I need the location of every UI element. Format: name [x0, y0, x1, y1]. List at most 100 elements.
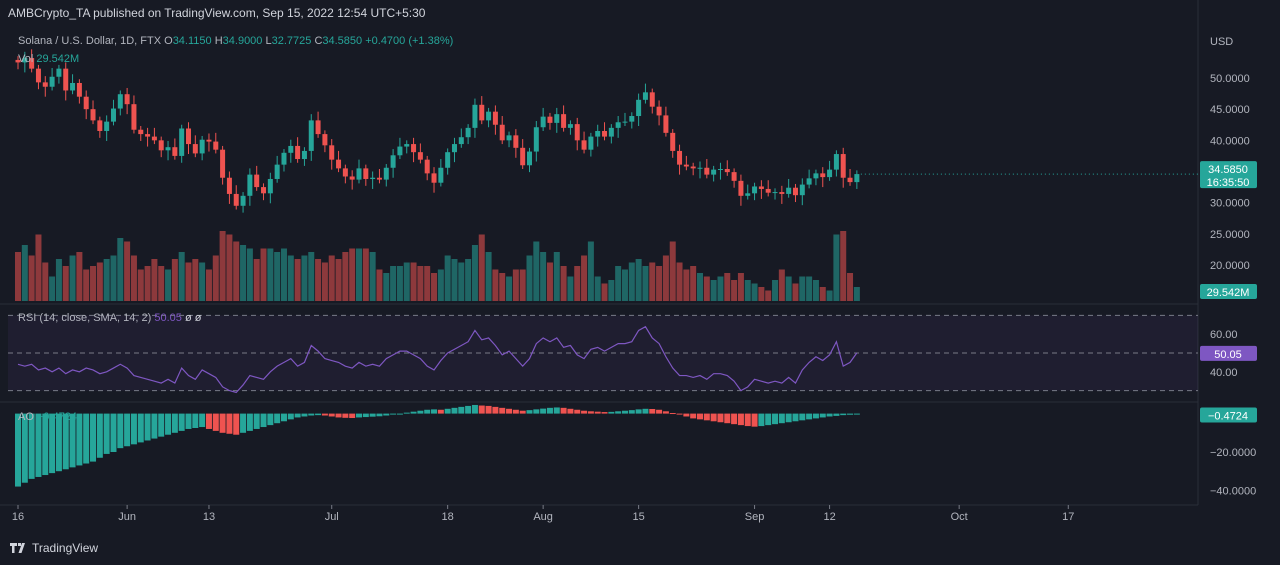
volume-bar [465, 259, 472, 301]
candle-body [267, 178, 273, 194]
ao-bar [137, 413, 144, 443]
ao-bar [240, 413, 247, 433]
candle [479, 96, 485, 125]
candle-body [792, 187, 798, 196]
candle [833, 150, 839, 177]
volume-bar [594, 276, 601, 301]
currency-label: USD [1210, 36, 1233, 48]
volume-legend: Vol 29.542M [18, 53, 79, 65]
volume-bar [546, 262, 553, 301]
volume-bar [737, 273, 744, 301]
candle [506, 131, 512, 148]
ao-badge-box [1200, 407, 1257, 423]
ao-bar [35, 413, 42, 477]
ao-bar [42, 413, 49, 476]
ao-bar [656, 409, 663, 414]
candle [663, 106, 669, 137]
candle [356, 159, 362, 184]
ao-bar [90, 413, 97, 462]
candle-body [151, 136, 157, 141]
low-value: 32.7725 [271, 35, 312, 47]
candle-body [847, 177, 853, 183]
candle [22, 51, 28, 73]
candle [533, 121, 539, 162]
ao-bar [21, 413, 28, 483]
ao-bar [853, 413, 860, 415]
volume-bar [192, 259, 199, 301]
rsi-badge-text: 50.05 [1214, 349, 1242, 361]
x-tick-label: 15 [632, 511, 644, 523]
candle-body [124, 94, 130, 105]
candle [315, 111, 321, 138]
volume-bar [458, 262, 465, 301]
price-tick: 25.0000 [1210, 229, 1250, 241]
candle-body [104, 121, 110, 131]
candle [792, 183, 798, 203]
ao-bar [512, 409, 519, 414]
ao-bar [55, 413, 62, 472]
tradingview-footer[interactable]: TradingView [10, 541, 98, 555]
volume-bar [301, 255, 308, 301]
volume-bar [137, 269, 144, 301]
ao-bar [233, 413, 240, 435]
ao-bar [812, 413, 819, 419]
ao-bar [581, 410, 588, 414]
ao-bar [792, 413, 799, 422]
price-badge-text: 16:35:50 [1207, 177, 1250, 189]
candle [281, 149, 287, 172]
candle [799, 178, 805, 206]
ao-bar [383, 413, 390, 416]
candle [513, 129, 519, 158]
ao-bar [621, 410, 628, 414]
rsi-label[interactable]: RSI (14, close, SMA, 14, 2) [18, 312, 152, 324]
volume-bar [772, 280, 779, 301]
ao-bar [642, 408, 649, 414]
volume-bar [567, 276, 574, 301]
ao-badge-text: −0.4724 [1208, 411, 1248, 423]
ao-bar [478, 405, 485, 414]
symbol-label[interactable]: Solana / U.S. Dollar, 1D, FTX [18, 35, 162, 47]
candle-body [683, 164, 689, 167]
volume-bar [69, 255, 76, 301]
candle [29, 49, 35, 73]
candle [179, 124, 185, 163]
ao-label[interactable]: AO [18, 411, 34, 423]
volume-bar [812, 280, 819, 301]
candle-body [458, 137, 464, 145]
ao-bar [390, 413, 397, 415]
candle-body [383, 167, 389, 180]
candle-body [602, 130, 608, 137]
candle-body [199, 139, 205, 154]
grid-lines [0, 0, 1199, 506]
candle-body [806, 178, 812, 185]
candle-body [76, 82, 82, 97]
candle-body [322, 134, 328, 146]
volume-bar [83, 269, 90, 301]
volume-label[interactable]: Vol [18, 53, 34, 65]
candle [220, 145, 226, 185]
candle-body [56, 68, 62, 77]
ao-badge: −0.4724 [1200, 407, 1257, 423]
ao-bar [649, 408, 656, 414]
candle-body [329, 145, 335, 160]
candle [390, 149, 396, 178]
candle [492, 105, 498, 135]
candle-body [574, 124, 580, 141]
volume-bar [35, 234, 42, 301]
volume-bar [519, 269, 526, 301]
candle [697, 161, 703, 179]
volume-bar [356, 248, 362, 301]
candle [806, 169, 812, 189]
ao-bar [628, 410, 635, 414]
volume-bar [833, 234, 840, 301]
price-tick: 50.0000 [1210, 73, 1250, 85]
volume-bar [396, 266, 403, 301]
price-candles [15, 49, 860, 213]
candle-body [465, 127, 471, 138]
candle [752, 182, 758, 201]
ao-bar [717, 413, 724, 423]
ao-bar [724, 413, 731, 424]
candle-body [226, 177, 232, 194]
